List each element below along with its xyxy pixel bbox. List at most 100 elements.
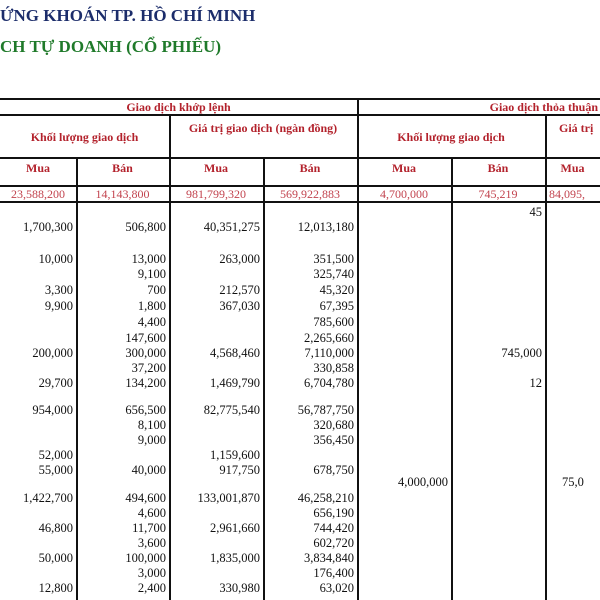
- table-cell: 13,000: [131, 252, 166, 266]
- group-header: Giao dịch khớp lệnh: [126, 100, 231, 114]
- table-cell: 133,001,870: [197, 491, 261, 505]
- table-cell: 176,400: [313, 566, 354, 580]
- sub-header: Giá trị giao dịch (ngàn đồng): [188, 121, 338, 135]
- table-cell: 678,750: [313, 463, 354, 477]
- table-cell: 785,600: [313, 315, 354, 329]
- table-cell: 9,900: [44, 299, 73, 313]
- table-cell: 40,351,275: [203, 220, 260, 234]
- table-cell: 100,000: [125, 551, 166, 565]
- table-cell: 12,013,180: [297, 220, 354, 234]
- table-cell: 494,600: [125, 491, 166, 505]
- total-cell: 569,922,883: [280, 187, 340, 201]
- table-cell: 7,110,000: [304, 346, 354, 360]
- total-cell: 4,700,000: [380, 187, 428, 201]
- table-cell: 10,000: [38, 252, 73, 266]
- table-cell: 1,159,600: [210, 448, 260, 462]
- table-divider: [545, 114, 547, 600]
- sub-header: Khối lượng giao dịch: [397, 130, 505, 144]
- table-cell: 147,600: [125, 331, 166, 345]
- column-header: Bán: [299, 161, 321, 175]
- column-header: Mua: [560, 161, 585, 175]
- table-divider: [76, 157, 78, 600]
- total-cell: 745,219: [478, 187, 518, 201]
- table-cell: 656,500: [125, 403, 166, 417]
- total-cell: 981,799,320: [186, 187, 246, 201]
- table-cell: 55,000: [38, 463, 73, 477]
- table-cell: 4,568,460: [210, 346, 260, 360]
- table-cell: 40,000: [131, 463, 166, 477]
- table-cell: 330,980: [219, 581, 260, 595]
- table-cell: 3,600: [137, 536, 166, 550]
- table-cell: 75,0: [562, 475, 584, 489]
- table-cell: 602,720: [313, 536, 354, 550]
- column-header: Mua: [26, 161, 50, 175]
- table-cell: 4,600: [137, 506, 166, 520]
- table-cell: 1,700,300: [23, 220, 73, 234]
- table-cell: 263,000: [219, 252, 260, 266]
- table-cell: 745,000: [501, 346, 542, 360]
- table-rule: [0, 114, 600, 116]
- table-cell: 63,020: [319, 581, 354, 595]
- table-cell: 12,800: [38, 581, 73, 595]
- table-cell: 4,000,000: [398, 475, 448, 489]
- table-divider: [357, 98, 359, 600]
- table-cell: 46,800: [38, 521, 73, 535]
- table-cell: 212,570: [219, 283, 260, 297]
- table-cell: 6,704,780: [304, 376, 354, 390]
- table-cell: 3,834,840: [304, 551, 354, 565]
- table-cell: 954,000: [32, 403, 73, 417]
- report-title: ỨNG KHOÁN TP. HỒ CHÍ MINH: [0, 6, 256, 25]
- table-rule: [0, 157, 600, 159]
- total-cell: 14,143,800: [95, 187, 150, 201]
- table-cell: 917,750: [219, 463, 260, 477]
- table-cell: 744,420: [313, 521, 354, 535]
- table-cell: 320,680: [313, 418, 354, 432]
- table-cell: 200,000: [32, 346, 73, 360]
- table-cell: 134,200: [125, 376, 166, 390]
- column-header: Bán: [487, 161, 509, 175]
- column-header: Bán: [112, 161, 133, 175]
- column-header: Mua: [204, 161, 228, 175]
- table-cell: 45: [529, 205, 543, 219]
- table-cell: 37,200: [131, 361, 166, 375]
- table-cell: 1,469,790: [210, 376, 260, 390]
- table-cell: 52,000: [38, 448, 73, 462]
- table-cell: 325,740: [313, 267, 354, 281]
- total-cell: 23,588,200: [11, 187, 65, 201]
- table-cell: 50,000: [38, 551, 73, 565]
- table-cell: 300,000: [125, 346, 166, 360]
- table-cell: 3,000: [137, 566, 166, 580]
- table-cell: 1,835,000: [210, 551, 260, 565]
- table-cell: 656,190: [313, 506, 354, 520]
- table-cell: 700: [147, 283, 166, 297]
- sub-header: Khối lượng giao dịch: [30, 130, 139, 144]
- table-cell: 4,400: [137, 315, 166, 329]
- table-rule: [0, 185, 600, 187]
- table-cell: 56,787,750: [297, 403, 354, 417]
- table-cell: 2,961,660: [210, 521, 260, 535]
- table-cell: 9,100: [137, 267, 166, 281]
- table-cell: 356,450: [313, 433, 354, 447]
- table-cell: 367,030: [219, 299, 260, 313]
- table-cell: 11,700: [132, 521, 166, 535]
- table-cell: 506,800: [125, 220, 166, 234]
- table-cell: 12: [529, 376, 543, 390]
- table-cell: 46,258,210: [297, 491, 354, 505]
- table-divider: [169, 114, 171, 600]
- table-divider: [451, 157, 453, 600]
- table-rule: [0, 98, 600, 100]
- table-rule: [0, 201, 600, 203]
- table-cell: 351,500: [313, 252, 354, 266]
- table-cell: 9,000: [137, 433, 166, 447]
- group-header: Giao dịch thỏa thuận: [489, 100, 598, 114]
- table-cell: 29,700: [38, 376, 73, 390]
- table-cell: 67,395: [319, 299, 354, 313]
- table-cell: 330,858: [313, 361, 354, 375]
- column-header: Mua: [392, 161, 416, 175]
- table-cell: 8,100: [137, 418, 166, 432]
- table-cell: 3,300: [44, 283, 73, 297]
- table-cell: 82,775,540: [203, 403, 260, 417]
- table-divider: [263, 157, 265, 600]
- sub-header: Giá trị: [559, 121, 594, 135]
- table-cell: 2,400: [137, 581, 166, 595]
